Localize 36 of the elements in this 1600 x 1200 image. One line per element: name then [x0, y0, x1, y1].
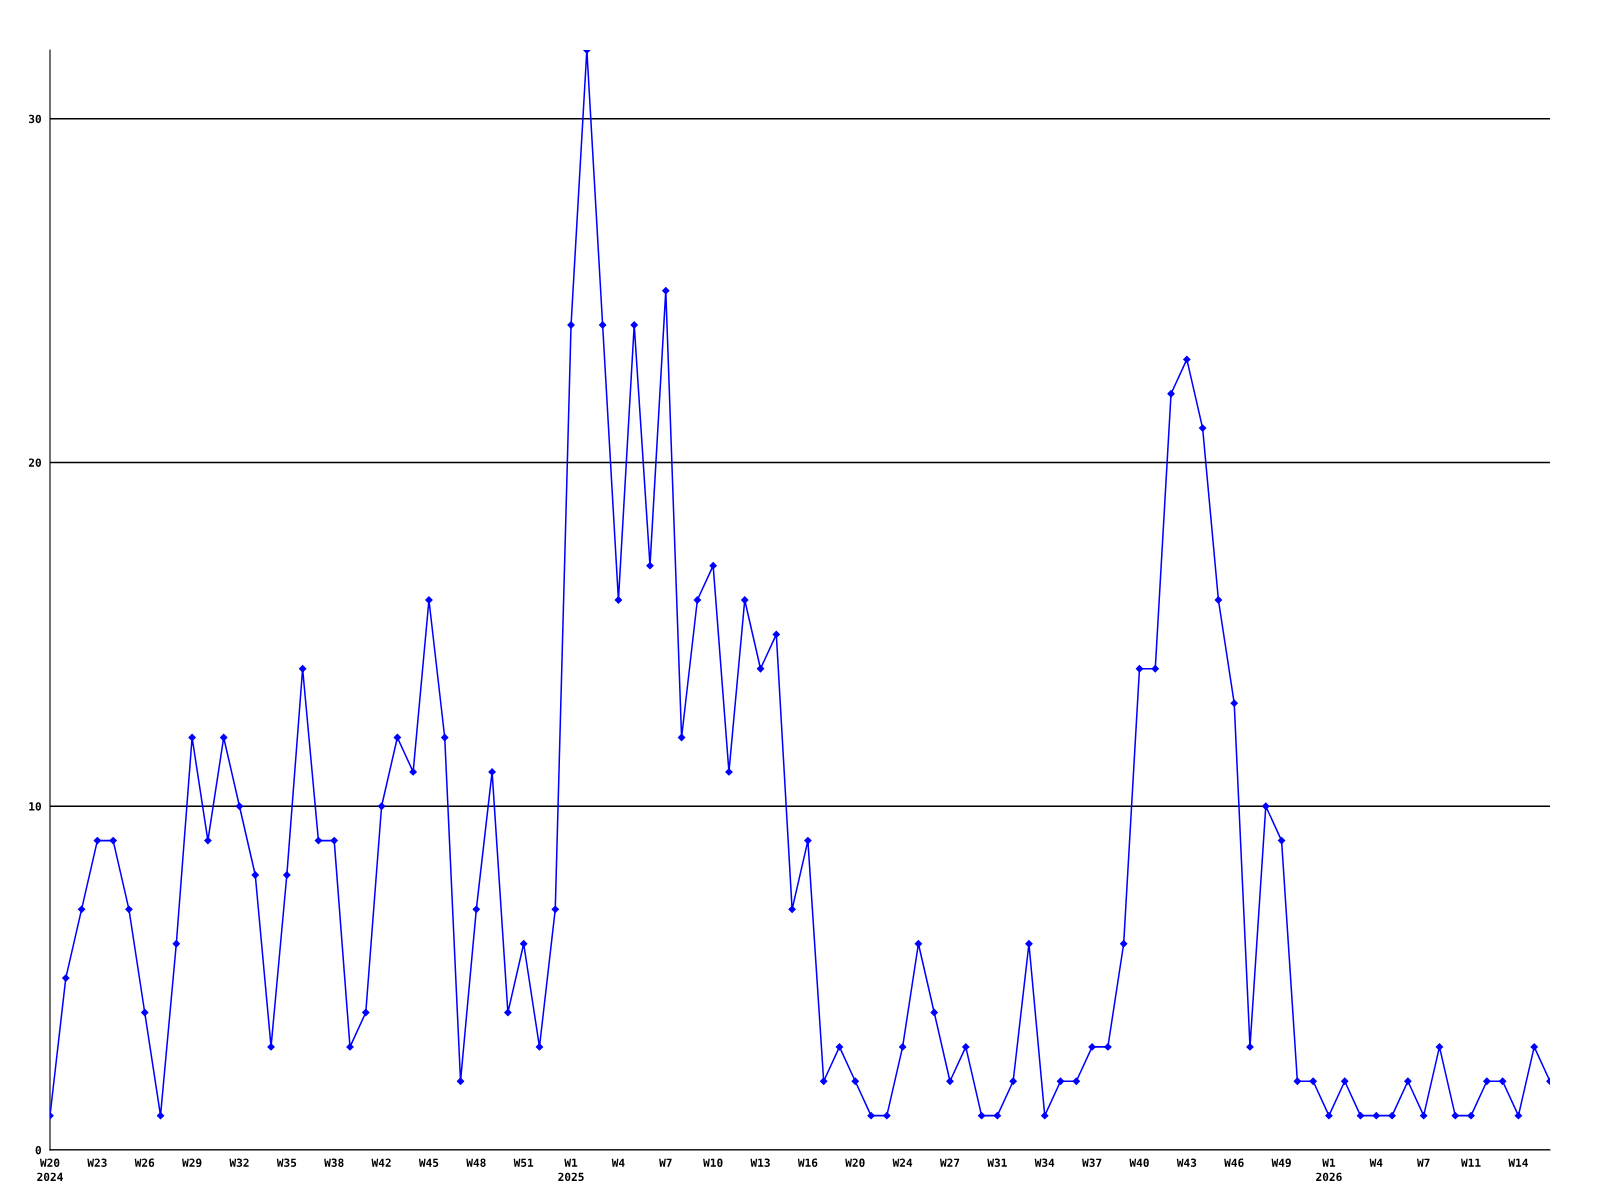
x-tick-label: W43: [1176, 1158, 1197, 1167]
y-tick-label: 10: [29, 802, 41, 811]
x-tick-label: W46: [1224, 1158, 1244, 1167]
x-tick-label: W20 2024: [37, 1158, 63, 1182]
x-tick-label: W34: [1034, 1158, 1055, 1167]
x-tick-label: W45: [418, 1158, 439, 1167]
x-tick-label: W31: [987, 1158, 1007, 1167]
x-tick-label: W37: [1082, 1158, 1102, 1167]
x-tick-label: W26: [134, 1158, 155, 1167]
x-tick-label: W48: [466, 1158, 486, 1167]
x-tick-label: W27: [939, 1158, 960, 1167]
x-tick-label: W20: [845, 1158, 865, 1167]
x-tick-label: W51: [513, 1158, 534, 1167]
x-tick-label: W32: [229, 1158, 249, 1167]
x-tick-label: W1 2026: [1316, 1158, 1342, 1182]
x-tick-label: W14: [1508, 1158, 1528, 1167]
y-tick-label: 30: [28, 114, 41, 124]
x-tick-label: W4: [1369, 1158, 1383, 1167]
y-tick-label: 0: [35, 1145, 41, 1155]
x-tick-label: W38: [324, 1158, 344, 1167]
x-tick-label: W13: [750, 1158, 770, 1167]
x-tick-label: W24: [892, 1158, 913, 1167]
x-tick-label: W7: [659, 1158, 672, 1167]
x-tick-label: W1 2025: [558, 1158, 584, 1182]
x-tick-label: W4: [611, 1158, 625, 1167]
x-tick-label: W35: [276, 1158, 297, 1167]
x-tick-label: W40: [1129, 1158, 1149, 1167]
x-tick-label: W10: [703, 1158, 723, 1167]
x-tick-label: W7: [1416, 1158, 1430, 1167]
x-tick-label: W42: [371, 1158, 391, 1167]
x-tick-label: W23: [87, 1158, 107, 1167]
x-tick-label: W29: [182, 1158, 202, 1167]
x-tick-label: W16: [797, 1158, 818, 1167]
x-tick-label: W49: [1271, 1158, 1291, 1167]
x-tick-label: W11: [1461, 1158, 1481, 1167]
y-tick-label: 20: [28, 458, 41, 467]
